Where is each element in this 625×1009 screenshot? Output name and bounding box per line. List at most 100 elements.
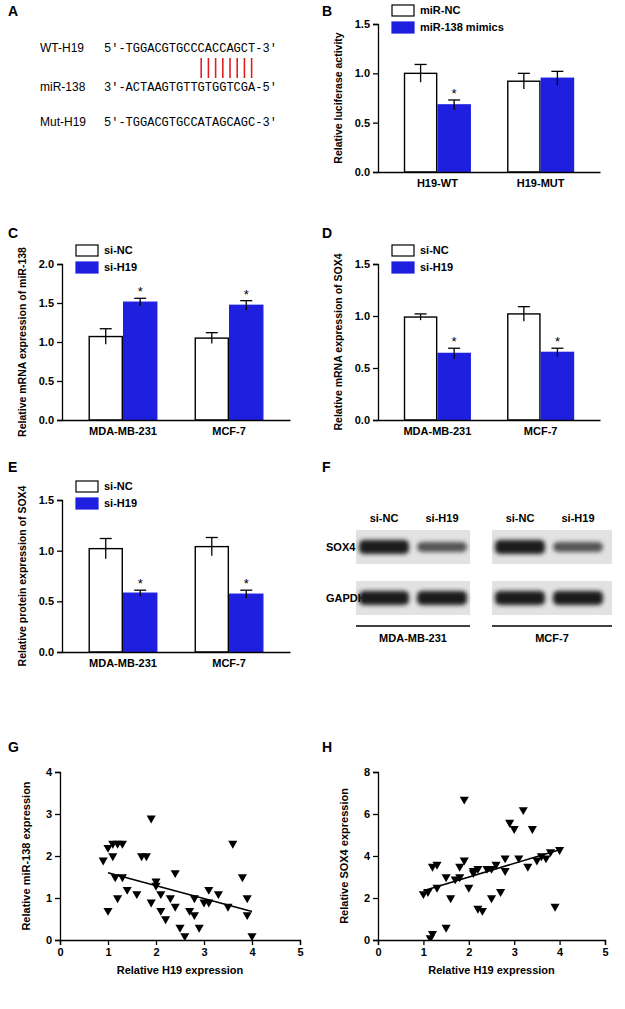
legend: si-NCsi-H19	[76, 244, 137, 273]
x-axis-tick: MDA-MB-231	[89, 652, 157, 669]
scatter-point	[195, 925, 204, 933]
y-axis-tick-label: 0	[46, 934, 52, 946]
y-axis-tick: 0.5	[39, 375, 62, 387]
error-bar-stem	[557, 348, 558, 356]
x-axis-tick: 0	[375, 940, 381, 958]
y-axis-tick-mark	[373, 123, 378, 124]
x-axis-tick-mark	[108, 940, 109, 945]
scatter-point	[175, 925, 184, 933]
y-axis-tick-label: 2	[364, 892, 370, 904]
legend-swatch	[392, 262, 414, 273]
regression-line	[108, 873, 252, 912]
y-axis-tick-mark	[57, 500, 62, 501]
x-axis-tick: MCF-7	[212, 652, 246, 669]
error-bar-cap	[518, 73, 530, 74]
blot-membrane	[492, 530, 612, 564]
scatter-point	[214, 891, 223, 899]
x-axis-tick-mark	[156, 940, 157, 945]
legend-swatch	[76, 262, 98, 273]
y-axis-tick-label: 1.0	[39, 336, 54, 348]
scatter-point	[460, 858, 469, 866]
panel-label: D	[322, 225, 332, 241]
x-axis: H19-WTH19-MUT	[379, 172, 601, 189]
x-axis-tick-label: MCF-7	[212, 425, 246, 437]
y-axis-tick-mark	[57, 303, 62, 304]
x-axis-tick: 0	[57, 940, 63, 958]
base-pair	[215, 58, 217, 78]
group-underline	[356, 625, 470, 627]
scatter-point	[161, 916, 170, 924]
panel-label: F	[322, 459, 331, 475]
x-axis-tick: 4	[249, 940, 256, 958]
scatter-point	[166, 895, 175, 903]
sequence: 3'-ACTAAGTGTTGTGGTCGA-5'	[104, 81, 277, 95]
scatter-point	[118, 841, 127, 849]
y-axis-title: Relative mRNA expression of SOX4	[332, 253, 344, 430]
scatter-point	[243, 912, 252, 920]
scatter-point	[156, 891, 165, 899]
x-axis-tick: 4	[557, 940, 564, 958]
bar	[541, 352, 573, 420]
x-axis-tick: 1	[421, 940, 427, 958]
y-axis-tick: 0.5	[355, 362, 378, 374]
x-axis-tick-mark	[559, 940, 560, 945]
y-axis-tick: 1.5	[39, 297, 62, 309]
scatter-point	[460, 797, 469, 805]
error-bar-stem	[557, 71, 558, 85]
error-bar-cap	[100, 538, 112, 539]
error-bar	[206, 333, 218, 344]
blot-band	[553, 542, 603, 552]
blot-band	[553, 591, 603, 605]
significance-mark: *	[244, 287, 249, 302]
scatter-point	[243, 895, 252, 903]
x-axis-tick-mark	[605, 940, 606, 945]
x-axis-tick-label: 2	[466, 946, 472, 958]
x-axis-tick-mark	[514, 940, 515, 945]
y-axis-tick-mark	[57, 264, 62, 265]
y-axis-tick-mark	[55, 898, 60, 899]
y-axis-tick-mark	[57, 420, 62, 421]
error-bar	[206, 537, 218, 555]
scatter-point	[519, 807, 528, 815]
scatter-point	[147, 816, 156, 824]
y-axis-tick-mark	[57, 381, 62, 382]
y-axis-title: Relative protein expression of SOX4	[16, 485, 28, 666]
x-axis-tick-label: 2	[153, 946, 159, 958]
error-bar-stem	[246, 301, 247, 310]
sequence: 5'-TGGACGTGCCATAGCAGC-3'	[104, 116, 277, 130]
blot-band	[359, 540, 409, 554]
panel-label: C	[8, 225, 18, 241]
legend-label: si-NC	[104, 480, 133, 492]
scatter-point	[113, 895, 122, 903]
y-axis-tick-mark	[55, 940, 60, 941]
bar	[541, 78, 573, 172]
y-axis-tick: 1.5	[355, 258, 378, 270]
y-axis-tick-mark	[373, 856, 378, 857]
y-axis-tick: 8	[364, 766, 378, 778]
y-axis-tick-label: 8	[364, 766, 370, 778]
y-axis: 0.00.51.01.52.0	[39, 258, 63, 426]
base-pair	[229, 58, 231, 78]
plot-area	[419, 797, 564, 940]
y-axis-tick-label: 1.5	[355, 18, 370, 30]
x-axis: 012345	[57, 940, 303, 958]
y-axis-tick-label: 0.5	[355, 362, 370, 374]
y-axis-tick: 1.5	[39, 494, 62, 506]
plot-area	[89, 298, 263, 420]
error-bar-cap	[518, 306, 530, 307]
legend-label: si-H19	[104, 261, 137, 273]
sequence-alignment: WT-H195'-TGGACGTGCCCACCAGCT-3'miR-1383'-…	[40, 41, 277, 130]
legend-label: si-H19	[420, 261, 453, 273]
x-axis: MDA-MB-231MCF-7	[379, 420, 601, 437]
scatter-point	[528, 826, 537, 834]
y-axis-tick-label: 1.5	[39, 494, 54, 506]
scatter-point	[171, 870, 180, 878]
error-bar-cap	[415, 64, 427, 65]
scatter-point	[501, 868, 510, 876]
blot-band	[495, 591, 545, 605]
scatter-point	[442, 874, 451, 882]
x-axis-tick: H19-MUT	[517, 172, 565, 189]
scatter-point	[147, 900, 156, 908]
error-bar	[415, 64, 427, 82]
y-axis-tick-mark	[373, 73, 378, 74]
